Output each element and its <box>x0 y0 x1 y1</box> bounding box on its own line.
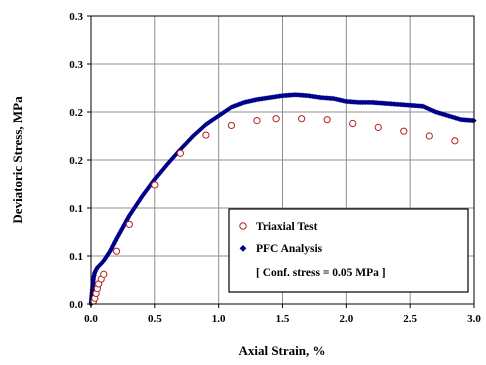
legend-label-triaxial: Triaxial Test <box>256 221 318 233</box>
x-tick-label: 1.0 <box>212 313 226 325</box>
triaxial-point <box>272 115 280 123</box>
triaxial-point <box>151 181 159 189</box>
triaxial-point <box>374 123 382 131</box>
legend: Triaxial Test PFC Analysis [ Conf. stres… <box>228 208 469 293</box>
triaxial-point <box>100 270 108 278</box>
y-axis-title: Deviatoric Stress, MPa <box>10 96 25 224</box>
triaxial-point <box>425 132 433 140</box>
triaxial-point <box>112 247 121 255</box>
legend-marker-triaxial <box>239 222 247 230</box>
y-tick-label: 0.2 <box>69 107 83 119</box>
triaxial-point <box>125 220 133 228</box>
triaxial-point <box>227 121 236 130</box>
x-tick-label: 2.5 <box>403 313 417 325</box>
x-tick-label: 0.0 <box>84 313 98 325</box>
legend-annotation: [ Conf. stress = 0.05 MPa ] <box>256 267 386 279</box>
triaxial-point <box>349 119 357 128</box>
triaxial-point <box>323 116 331 124</box>
x-tick-label: 1.5 <box>276 313 290 325</box>
triaxial-point <box>253 117 261 125</box>
series-triaxial-test <box>89 115 459 305</box>
triaxial-point <box>298 115 306 123</box>
y-tick-label: 0.3 <box>69 11 83 23</box>
axis-ticks: 0.0 0.5 1.0 1.5 2.0 2.5 3.0 0.0 0.1 0.1 0.2 0.2 0.3 0… <box>69 11 481 325</box>
x-tick-label: 2.0 <box>339 313 353 325</box>
x-axis-title: Axial Strain, % <box>238 343 325 358</box>
x-tick-label: 3.0 <box>467 313 481 325</box>
x-tick-label: 0.5 <box>148 313 162 325</box>
y-tick-label: 0.2 <box>69 155 83 167</box>
triaxial-point <box>202 131 210 139</box>
triaxial-point <box>176 149 184 157</box>
legend-marker-pfc <box>239 245 247 252</box>
triaxial-point <box>400 127 408 135</box>
y-tick-label: 0.3 <box>69 59 83 71</box>
legend-label-pfc: PFC Analysis <box>256 243 323 255</box>
y-tick-label: 0.1 <box>69 203 83 215</box>
y-tick-label: 0.0 <box>69 299 83 311</box>
legend-box <box>228 208 469 293</box>
y-tick-label: 0.1 <box>69 251 83 263</box>
series-layer <box>88 92 477 307</box>
triaxial-point <box>451 137 459 145</box>
